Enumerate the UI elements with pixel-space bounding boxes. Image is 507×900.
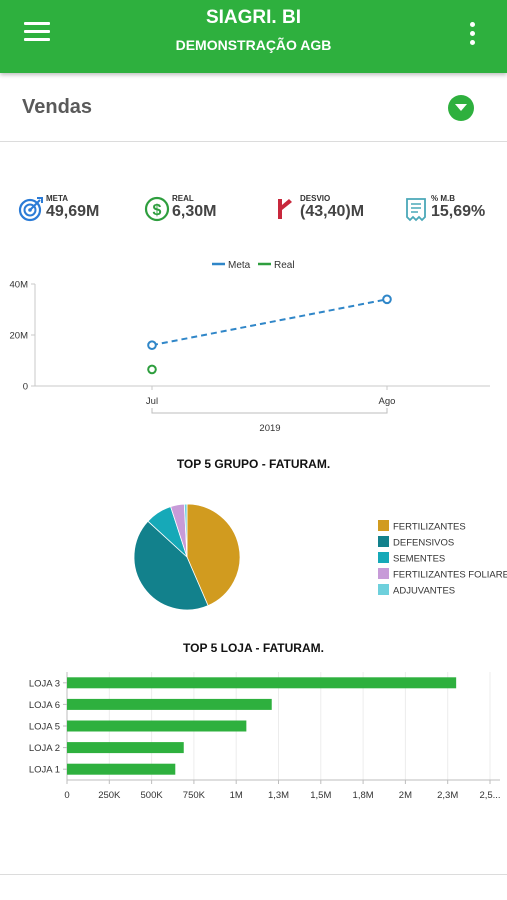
dollar-icon: $	[144, 196, 170, 222]
pie-chart-title: TOP 5 GRUPO - FATURAM.	[176, 457, 331, 471]
x-group-bracket	[151, 408, 388, 414]
y-tick-label: 40M	[10, 280, 29, 291]
pie-slice[interactable]	[133, 520, 209, 611]
legend-swatch	[378, 568, 389, 579]
legend-real-label[interactable]: Real	[274, 260, 295, 271]
kpi-label: META	[46, 194, 69, 203]
more-vert-icon	[470, 22, 475, 27]
chevron-down-icon	[455, 104, 467, 111]
meta-real-line-chart: Meta Real 0 20M 40M Jul Ago 2019	[10, 260, 490, 434]
deviation-icon	[278, 199, 292, 219]
section-title: Vendas	[22, 96, 93, 118]
bar[interactable]	[67, 698, 272, 710]
bar-category-label: LOJA 5	[29, 722, 60, 733]
more-vert-icon-dot	[470, 31, 475, 36]
data-point-meta[interactable]	[382, 294, 392, 305]
bar-category-label: LOJA 2	[29, 743, 60, 754]
legend-swatch	[378, 584, 389, 595]
app-title: SIAGRI. BI	[205, 7, 301, 28]
kpi-label: DESVIO	[300, 194, 331, 203]
kpi-label: % M.B	[431, 194, 455, 203]
x-tick-label: 1M	[230, 790, 243, 801]
pie-slice[interactable]	[183, 503, 188, 558]
section-dropdown-button[interactable]	[448, 95, 474, 121]
kpi-label: REAL	[172, 194, 194, 203]
bar-category-label: LOJA 6	[29, 700, 60, 711]
data-point-meta[interactable]	[147, 340, 157, 350]
target-icon	[18, 197, 43, 222]
x-tick-label: 1,8M	[353, 790, 374, 801]
x-tick-label: 250K	[98, 790, 121, 801]
legend-swatch	[378, 536, 389, 547]
bar[interactable]	[67, 742, 184, 754]
hamburger-icon-bar	[24, 30, 50, 33]
bar-category-label: LOJA 1	[29, 765, 60, 776]
hamburger-icon-bar	[24, 38, 50, 41]
x-tick-label: Ago	[379, 396, 396, 407]
legend-label[interactable]: DEFENSIVOS	[393, 538, 454, 549]
legend-label[interactable]: ADJUVANTES	[393, 586, 455, 597]
menu-button[interactable]	[24, 22, 52, 44]
x-tick-label: 500K	[141, 790, 164, 801]
grupo-pie-chart: FERTILIZANTES DEFENSIVOS SEMENTES FERTILIZA…	[133, 503, 507, 611]
x-tick-label: 750K	[183, 790, 206, 801]
legend-swatch	[378, 552, 389, 563]
receipt-icon	[406, 198, 426, 222]
kpi-value: (43,40)M	[300, 203, 365, 220]
loja-bar-chart: LOJA 3 LOJA 6 LOJA 5 LOJA 2 LOJA 1 0 250K 500K…	[29, 672, 501, 801]
bottom-divider	[0, 874, 507, 875]
legend-label[interactable]: SEMENTES	[393, 554, 445, 565]
x-tick-label: 1,5M	[310, 790, 331, 801]
kpi-value: 49,69M	[46, 203, 100, 220]
legend-meta-label[interactable]: Meta	[228, 260, 251, 271]
x-group-label: 2019	[259, 423, 280, 434]
x-tick-label: 1,3M	[268, 790, 289, 801]
x-tick-label: Jul	[146, 396, 158, 407]
kpi-value: 15,69%	[431, 203, 486, 220]
x-tick-label: 2M	[399, 790, 412, 801]
x-tick-label: 2,3M	[437, 790, 458, 801]
bar-chart-title: TOP 5 LOJA - FATURAM.	[183, 641, 324, 655]
legend-label[interactable]: FERTILIZANTES	[393, 522, 466, 533]
pie-slice[interactable]	[186, 503, 241, 607]
data-point-real[interactable]	[147, 364, 157, 375]
more-vert-icon-dot	[470, 40, 475, 45]
bar[interactable]	[67, 677, 457, 689]
bar-category-label: LOJA 3	[29, 678, 60, 689]
kpi-value: 6,30M	[172, 203, 217, 220]
x-tick-label: 0	[64, 790, 69, 801]
section-header: Vendas	[0, 80, 507, 142]
legend-label[interactable]: FERTILIZANTES FOLIARES	[393, 570, 507, 581]
series-line-meta	[151, 298, 388, 347]
svg-text:$: $	[153, 202, 162, 219]
y-tick-label: 20M	[10, 331, 29, 342]
app-subtitle: DEMONSTRAÇÃO AGB	[175, 37, 332, 53]
bar[interactable]	[67, 763, 176, 775]
bar[interactable]	[67, 720, 247, 732]
x-tick-label: 2,5...	[479, 790, 500, 801]
more-options-button[interactable]	[460, 20, 484, 48]
y-tick-label: 0	[23, 382, 28, 393]
legend-swatch	[378, 520, 389, 531]
hamburger-icon-bar	[24, 22, 50, 25]
app-bar: SIAGRI. BI DEMONSTRAÇÃO AGB	[0, 0, 507, 73]
